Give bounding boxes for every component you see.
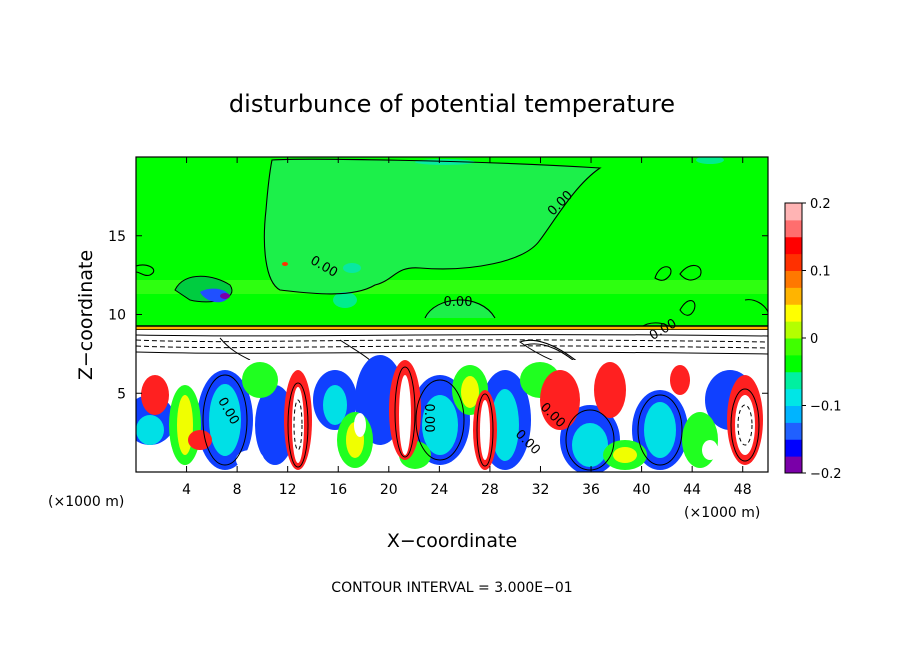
x-tick-label: 8 [233,482,242,498]
contour-label: 0.00 [421,404,436,433]
chart-title: disturbunce of potential temperature [229,90,675,118]
colorbar-swatch [785,203,802,221]
colorbar-swatch [785,219,802,238]
colorbar-tick-label: −0.2 [810,467,842,482]
x-tick-label: 16 [329,482,347,498]
colorbar-swatch [785,304,802,322]
colorbar-swatch [785,439,802,457]
colorbar-swatch [785,405,802,423]
x-unit-right: (×1000 m) [684,505,760,521]
colorbar-tick-label: 0.1 [810,265,831,280]
red-spot [282,262,288,266]
colorbar-swatch [785,338,802,356]
y-tick-label: 15 [108,229,126,245]
colorbar-swatch [785,422,802,440]
x-tick-label: 40 [633,482,651,498]
colorbar-swatch [785,270,802,288]
y-tick-label: 10 [108,308,126,324]
x-tick-label: 36 [582,482,600,498]
lower-contour-lines [202,366,760,471]
cyan-patches-lower [136,384,676,467]
x-tick-label: 32 [532,482,550,498]
plot-area [136,157,768,472]
blue-spot [200,288,229,303]
upper-contour-lines [136,158,768,331]
colorbar-swatch [785,388,802,406]
x-unit-left: (×1000 m) [48,494,124,510]
colorbar-swatch [785,456,802,474]
x-axis-label: X−coordinate [387,530,517,552]
y-axis: 5 10 15 [108,229,768,402]
x-tick-label: 12 [279,482,297,498]
colorbar-tick-label: 0.2 [810,197,831,212]
purple-spot [220,293,230,299]
contour-label: 0.00 [444,295,473,310]
y-tick-label: 5 [117,386,126,402]
colorbar: 0.2 0.1 0 −0.1 −0.2 [784,197,842,482]
colorbar-swatch [785,236,802,255]
colorbar-swatch [785,253,802,271]
x-tick-label: 4 [182,482,191,498]
colorbar-tick-label: 0 [810,332,818,347]
x-axis: 4 8 12 16 20 24 28 32 36 40 44 48 [182,157,752,498]
x-tick-label: 28 [481,482,499,498]
contour-interval-note: CONTOUR INTERVAL = 3.000E−01 [331,580,572,596]
colorbar-swatch [785,321,802,339]
x-tick-label: 48 [734,482,752,498]
colorbar-swatch [785,287,802,305]
colorbar-swatch [785,371,802,390]
colorbar-tick-label: −0.1 [810,400,842,415]
dip-region [425,299,495,318]
y-axis-label: Z−coordinate [75,250,97,380]
slightly-negative-region [264,159,600,294]
colorbar-swatch [785,354,802,373]
x-tick-label: 44 [683,482,701,498]
boundary-band [136,326,768,330]
x-tick-label: 24 [430,482,448,498]
x-tick-label: 20 [380,482,398,498]
